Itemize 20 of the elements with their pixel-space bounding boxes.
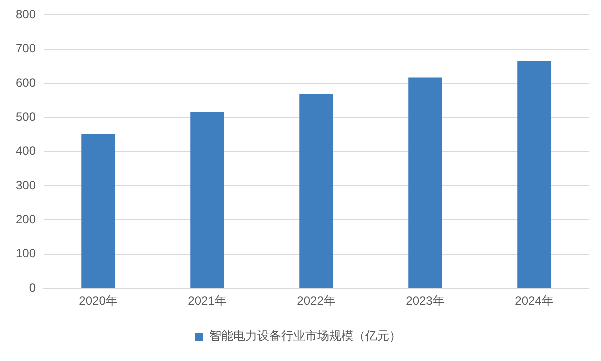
x-tick-label: 2020年 — [79, 294, 118, 308]
x-tick-label: 2023年 — [406, 294, 445, 308]
bar — [300, 94, 334, 288]
bar — [408, 78, 442, 288]
bar — [190, 112, 224, 288]
y-tick-label: 400 — [16, 144, 36, 158]
bar — [82, 134, 116, 288]
y-tick-label: 300 — [16, 178, 36, 192]
x-tick-label: 2021年 — [188, 294, 227, 308]
y-tick-label: 100 — [16, 246, 36, 261]
x-tick-label: 2024年 — [515, 294, 554, 308]
legend-label: 智能电力设备行业市场规模（亿元） — [210, 329, 402, 344]
y-tick-label: 0 — [29, 280, 36, 295]
y-tick-label: 600 — [16, 76, 36, 90]
y-tick-label: 500 — [16, 110, 36, 124]
bar — [518, 60, 552, 288]
y-tick-label: 800 — [16, 8, 36, 22]
y-tick-label: 200 — [16, 212, 36, 227]
y-tick-label: 700 — [16, 42, 36, 56]
x-tick-label: 2022年 — [297, 294, 336, 308]
